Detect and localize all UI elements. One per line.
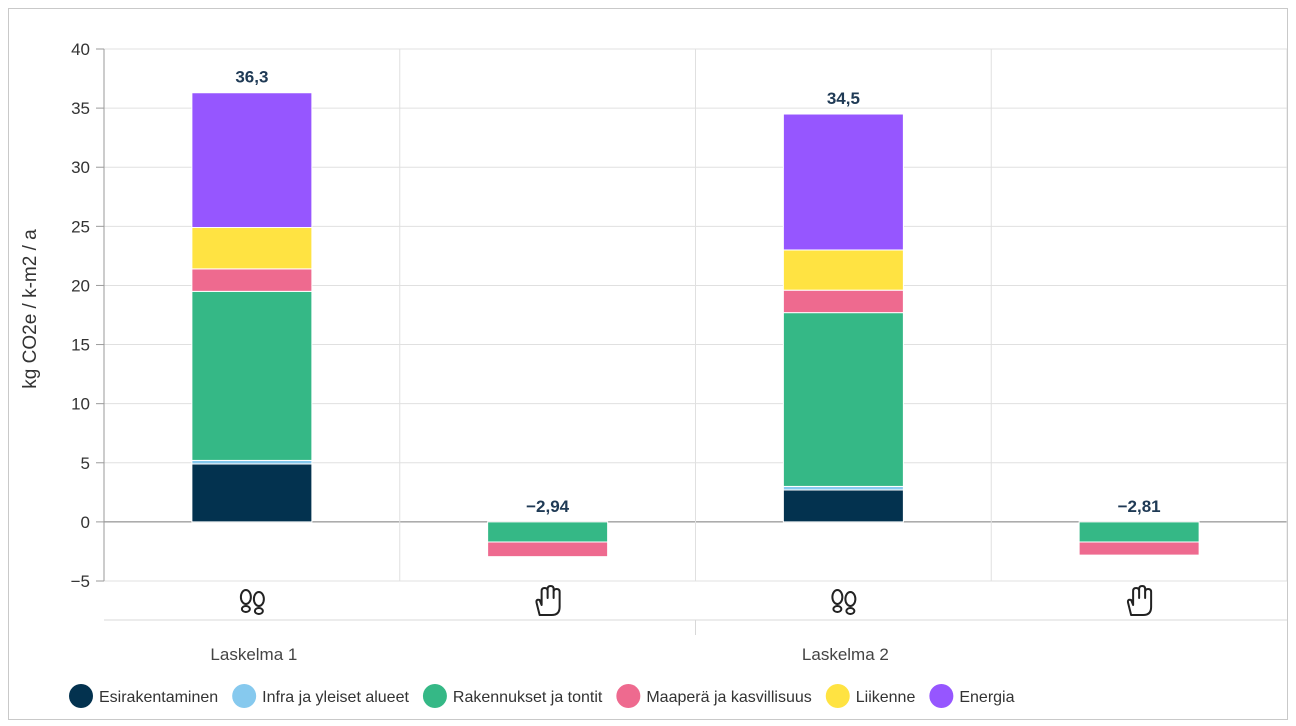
legend-swatch <box>616 684 641 708</box>
bar-segment[interactable] <box>1078 541 1200 556</box>
legend-swatch <box>929 684 954 708</box>
bar-segment[interactable] <box>782 312 904 487</box>
y-tick-label: 25 <box>71 217 90 236</box>
legend-swatch <box>422 684 447 708</box>
y-tick-label: 30 <box>71 158 90 177</box>
y-tick-label: 40 <box>71 40 90 59</box>
stacked-bar-chart: −5 0 5 10 15 20 25 30 35 40 kg CO2e / k-m2 / a 36… <box>20 40 1287 708</box>
total-label: −2,94 <box>526 497 570 516</box>
legend-label: Esirakentaminen <box>99 689 218 706</box>
bar-segment[interactable] <box>782 249 904 291</box>
legend-item[interactable]: Esirakentaminen <box>69 684 218 708</box>
bar-segment[interactable] <box>782 485 904 491</box>
bar-segment[interactable] <box>1078 521 1200 543</box>
y-axis: −5 0 5 10 15 20 25 30 35 40 <box>71 40 105 591</box>
y-tick-label: −5 <box>71 572 90 591</box>
footprint-icon <box>239 589 265 615</box>
data-labels: 36,3 −2,94 34,5 −2,81 <box>235 68 1160 516</box>
y-tick-label: 20 <box>71 276 90 295</box>
legend-label: Rakennukset ja tontit <box>453 689 603 706</box>
bar-segment[interactable] <box>782 113 904 251</box>
hand-icon <box>535 585 561 616</box>
y-tick-label: 10 <box>71 395 90 414</box>
legend-item[interactable]: Liikenne <box>825 684 916 708</box>
bars <box>191 92 1200 558</box>
group-label: Laskelma 2 <box>802 645 889 664</box>
chart-panel: −5 0 5 10 15 20 25 30 35 40 kg CO2e / k-m2 / a 36… <box>8 8 1288 720</box>
legend-item[interactable]: Infra ja yleiset alueet <box>232 684 409 708</box>
hand-icon <box>1126 585 1153 616</box>
bar-segment[interactable] <box>782 489 904 523</box>
legend-label: Infra ja yleiset alueet <box>262 689 409 706</box>
total-label: 36,3 <box>235 68 268 87</box>
group-label: Laskelma 1 <box>210 645 297 664</box>
bar-segment[interactable] <box>191 268 313 292</box>
bar-segment[interactable] <box>487 521 609 543</box>
total-label: 34,5 <box>827 89 860 108</box>
legend-item[interactable]: Rakennukset ja tontit <box>422 684 603 708</box>
bar-segment[interactable] <box>487 541 609 558</box>
y-axis-title: kg CO2e / k-m2 / a <box>20 229 41 389</box>
legend: Esirakentaminen Infra ja yleiset alueet Ra… <box>69 684 1015 708</box>
bar-segment[interactable] <box>191 463 313 523</box>
legend-item[interactable]: Energia <box>929 684 1015 708</box>
bar-segment[interactable] <box>782 289 904 314</box>
legend-swatch <box>69 684 93 708</box>
y-tick-label: 15 <box>71 336 90 355</box>
x-axis: Laskelma 1 Laskelma 2 <box>104 585 1287 664</box>
bar-segment[interactable] <box>191 92 313 229</box>
bar-segment[interactable] <box>191 290 313 461</box>
bar-segment[interactable] <box>191 459 313 465</box>
y-tick-label: 5 <box>81 454 90 473</box>
legend-swatch <box>232 684 257 708</box>
legend-label: Maaperä ja kasvillisuus <box>646 689 811 706</box>
legend-swatch <box>825 684 850 708</box>
footprint-icon <box>831 589 857 615</box>
y-tick-label: 0 <box>81 513 90 532</box>
legend-label: Energia <box>959 689 1014 706</box>
bar-segment[interactable] <box>191 227 313 270</box>
legend-item[interactable]: Maaperä ja kasvillisuus <box>616 684 812 708</box>
legend-label: Liikenne <box>856 689 916 706</box>
total-label: −2,81 <box>1118 497 1161 516</box>
y-tick-label: 35 <box>71 99 90 118</box>
